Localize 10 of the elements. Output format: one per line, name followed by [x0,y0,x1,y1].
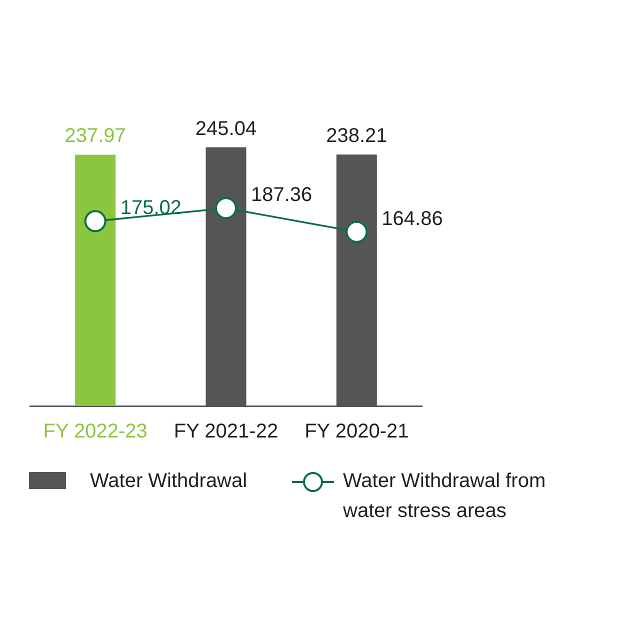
data-label: 237.97 [64,125,126,148]
x-tick-label: FY 2020-21 [304,420,409,443]
legend-label: Water Withdrawal from water stress areas [343,469,547,524]
data-label: 238.21 [326,124,388,147]
x-tick-label: FY 2021-22 [174,420,278,443]
data-label: 245.04 [195,118,257,140]
data-label: 187.36 [251,184,312,206]
x-tick-label: FY 2022-23 [43,420,148,443]
data-label: 164.86 [382,208,443,230]
legend-label: Water Withdrawal [90,469,248,494]
